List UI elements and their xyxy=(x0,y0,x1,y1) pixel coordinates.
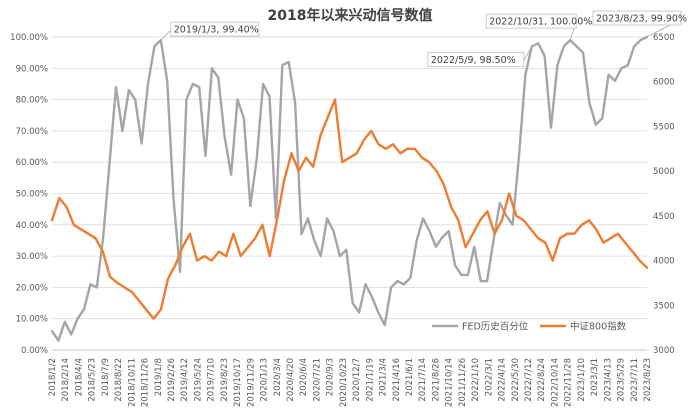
left-tick-label: 40.00% xyxy=(16,221,48,231)
series-layer xyxy=(50,35,649,342)
x-tick-label: 2022/8/24 xyxy=(537,358,547,402)
x-tick-label: 2022/5/30 xyxy=(511,358,521,402)
x-tick-label: 2019/2/26 xyxy=(167,358,177,402)
chart-title: 2018年以来兴动信号数值 xyxy=(268,7,433,24)
x-tick-label: 2021/8/26 xyxy=(431,358,441,402)
left-tick-label: 20.00% xyxy=(16,283,48,293)
x-tick-label: 2018/1/2 xyxy=(48,358,58,396)
callout-label: 2019/1/3, 99.40% xyxy=(174,25,259,36)
x-tick-label: 2022/7/12 xyxy=(524,358,534,402)
x-tick-label: 2019/5/24 xyxy=(193,358,203,402)
left-tick-label: 100.00% xyxy=(10,33,48,43)
x-tick-label: 2023/4/13 xyxy=(603,358,613,402)
x-tick-label: 2021/1/19 xyxy=(365,358,375,402)
right-tick-label: 4000 xyxy=(653,257,675,267)
fed-percentile-line xyxy=(50,35,649,342)
x-tick-label: 2019/8/23 xyxy=(220,358,230,402)
x-tick-label: 2022/4/14 xyxy=(498,358,508,402)
x-tick-label: 2019/4/12 xyxy=(180,358,190,402)
right-tick-label: 3500 xyxy=(653,301,675,311)
callout: 2022/10/31, 100.00% xyxy=(485,13,592,41)
callout: 2023/8/23, 99.90% xyxy=(592,10,687,38)
left-tick-label: 30.00% xyxy=(16,252,48,262)
right-tick-label: 4500 xyxy=(653,212,675,222)
x-tick-label: 2019/7/10 xyxy=(207,358,217,402)
legend: FED历史百分位 中证800指数 xyxy=(432,321,627,333)
x-tick-label: 2020/9/3 xyxy=(326,358,336,396)
x-tick-label: 2018/7/9 xyxy=(101,358,111,396)
x-tick-label: 2021/11/26 xyxy=(458,358,468,407)
callout-label: 2023/8/23, 99.90% xyxy=(596,14,687,25)
x-tick-label: 2019/10/17 xyxy=(233,358,243,407)
left-tick-label: 60.00% xyxy=(16,158,48,168)
callout-leader xyxy=(523,46,533,61)
right-tick-label: 5000 xyxy=(653,167,675,177)
callout-label: 2022/5/9, 98.50% xyxy=(431,55,516,66)
left-tick-label: 0.00% xyxy=(21,346,48,356)
x-tick-label: 2020/6/4 xyxy=(299,358,309,396)
legend-label: FED历史百分位 xyxy=(462,321,529,333)
callout: 2019/1/3, 99.40% xyxy=(160,21,260,41)
x-tick-label: 2020/3/4 xyxy=(273,358,283,396)
callout-box xyxy=(485,13,577,29)
right-tick-label: 6500 xyxy=(653,33,675,43)
x-tick-label: 2021/10/14 xyxy=(445,358,455,407)
csi800-index-line xyxy=(50,98,649,320)
callout-leader xyxy=(160,29,172,41)
x-tick-label: 2021/6/1 xyxy=(405,358,415,396)
x-tick-label: 2020/4/20 xyxy=(286,358,296,402)
left-tick-label: 10.00% xyxy=(16,315,48,325)
x-tick-label: 2018/10/11 xyxy=(127,358,137,407)
annotation-layer: 2019/1/3, 99.40% 2022/5/9, 98.50% 2022/10/… xyxy=(160,10,687,67)
x-tick-label: 2023/7/11 xyxy=(630,358,640,402)
callout: 2022/5/9, 98.50% xyxy=(427,46,533,67)
x-tick-label: 2020/1/13 xyxy=(260,358,270,402)
x-tick-label: 2023/1/10 xyxy=(577,358,587,402)
left-tick-label: 70.00% xyxy=(16,127,48,137)
x-tick-label: 2022/3/1 xyxy=(484,358,494,396)
right-tick-label: 5500 xyxy=(653,122,675,132)
x-tick-label: 2022/11/28 xyxy=(564,358,574,407)
grid-layer xyxy=(52,36,647,351)
left-tick-label: 80.00% xyxy=(16,96,48,106)
x-tick-label: 2021/7/14 xyxy=(418,358,428,402)
left-tick-label: 90.00% xyxy=(16,64,48,74)
legend-label: 中证800指数 xyxy=(570,321,627,333)
x-tick-label: 2023/5/29 xyxy=(617,358,627,402)
right-tick-label: 3000 xyxy=(653,346,675,356)
callout-box xyxy=(427,51,525,67)
right-axis: 3000 3500 4000 4500 5000 5500 6000 6500 xyxy=(653,33,675,356)
callout-label: 2022/10/31, 100.00% xyxy=(489,17,592,28)
right-tick-label: 6000 xyxy=(653,78,675,88)
legend-item: 中证800指数 xyxy=(540,321,627,333)
x-tick-label: 2018/4/4 xyxy=(74,358,84,396)
x-tick-label: 2021/3/4 xyxy=(379,358,389,396)
x-tick-label: 2022/10/14 xyxy=(550,358,560,407)
x-axis: 2018/1/2 2018/2/14 2018/4/4 2018/5/23 2018/7… xyxy=(48,349,653,407)
x-tick-label: 2020/10/23 xyxy=(339,358,349,407)
x-tick-label: 2018/5/23 xyxy=(88,358,98,402)
x-tick-label: 2020/12/7 xyxy=(352,358,362,402)
x-tick-label: 2019/11/29 xyxy=(246,358,256,407)
x-tick-label: 2023/8/23 xyxy=(643,358,653,402)
legend-item: FED历史百分位 xyxy=(432,321,529,333)
x-tick-label: 2023/3/1 xyxy=(590,358,600,396)
left-tick-label: 50.00% xyxy=(16,190,48,200)
x-tick-label: 2019/1/8 xyxy=(154,358,164,396)
callout-box xyxy=(170,21,260,37)
x-tick-label: 2020/7/21 xyxy=(312,358,322,402)
x-tick-label: 2018/8/22 xyxy=(114,358,124,402)
x-tick-label: 2018/11/26 xyxy=(141,358,151,407)
x-tick-label: 2022/1/10 xyxy=(471,358,481,402)
callout-box xyxy=(592,10,682,26)
x-tick-label: 2018/2/14 xyxy=(61,358,71,402)
left-axis: 0.00% 10.00% 20.00% 30.00% 40.00% 50.00% 60.00… xyxy=(10,33,48,356)
x-tick-label: 2021/4/16 xyxy=(392,358,402,402)
